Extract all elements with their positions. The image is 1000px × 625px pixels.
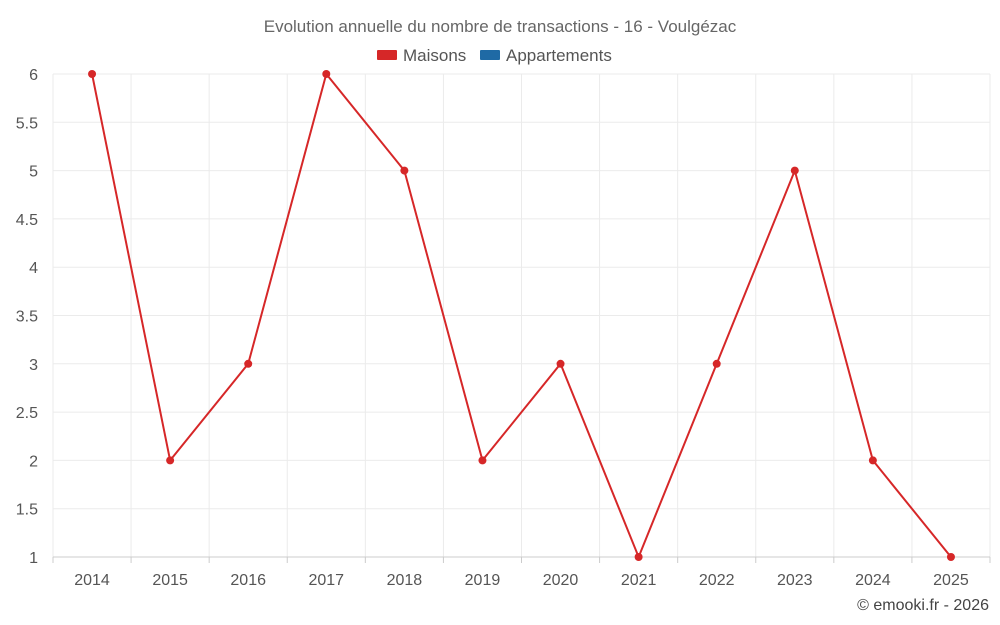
data-point[interactable] (166, 456, 175, 465)
y-tick-label: 2.5 (16, 405, 38, 422)
x-axis-ticks: 2014 2015 2016 2017 2018 2019 2020 2021 2022 2023… (74, 572, 969, 589)
y-tick-label: 1.5 (16, 502, 38, 519)
y-tick-label: 6 (29, 67, 38, 84)
data-point[interactable] (712, 359, 721, 368)
legend-item-appartements[interactable]: Appartements (480, 46, 612, 65)
x-tick-label: 2021 (621, 572, 657, 589)
x-tick-label: 2017 (308, 572, 344, 589)
legend-swatch-appartements (480, 50, 500, 60)
data-point[interactable] (634, 553, 643, 561)
y-tick-label: 5 (29, 164, 38, 181)
y-tick-label: 4.5 (16, 212, 38, 229)
data-point[interactable] (322, 70, 331, 78)
x-tick-label: 2015 (152, 572, 188, 589)
legend-label-maisons: Maisons (403, 46, 466, 65)
x-tick-label: 2020 (543, 572, 579, 589)
data-point[interactable] (478, 456, 487, 465)
x-tick-label: 2024 (855, 572, 891, 589)
y-tick-label: 5.5 (16, 115, 38, 132)
grid (52, 73, 991, 557)
x-tick-label: 2018 (387, 572, 423, 589)
x-tick-label: 2014 (74, 572, 110, 589)
y-tick-label: 2 (29, 453, 38, 470)
legend-label-appartements: Appartements (506, 46, 612, 65)
axes (52, 556, 991, 563)
x-tick-label: 2023 (777, 572, 813, 589)
series (88, 70, 955, 561)
legend: Maisons Appartements (377, 46, 612, 65)
x-tick-label: 2019 (465, 572, 501, 589)
data-point[interactable] (88, 70, 97, 78)
chart-title: Evolution annuelle du nombre de transact… (264, 17, 737, 36)
data-point[interactable] (400, 166, 409, 175)
data-point[interactable] (790, 166, 799, 175)
data-point[interactable] (946, 553, 955, 561)
y-tick-label: 4 (29, 260, 38, 277)
data-point[interactable] (868, 456, 877, 465)
x-tick-label: 2025 (933, 572, 969, 589)
x-tick-label: 2022 (699, 572, 735, 589)
y-axis-ticks: 1 1.5 2 2.5 3 3.5 4 4.5 5 5.5 6 (16, 67, 38, 567)
credit-text: © emooki.fr - 2026 (857, 597, 989, 614)
legend-item-maisons[interactable]: Maisons (377, 46, 466, 65)
series-line-maisons (91, 73, 952, 558)
y-tick-label: 1 (29, 550, 38, 567)
y-tick-label: 3.5 (16, 309, 38, 326)
data-point[interactable] (556, 359, 565, 368)
data-point[interactable] (244, 359, 253, 368)
y-tick-label: 3 (29, 357, 38, 374)
x-tick-label: 2016 (230, 572, 266, 589)
legend-swatch-maisons (377, 50, 397, 60)
